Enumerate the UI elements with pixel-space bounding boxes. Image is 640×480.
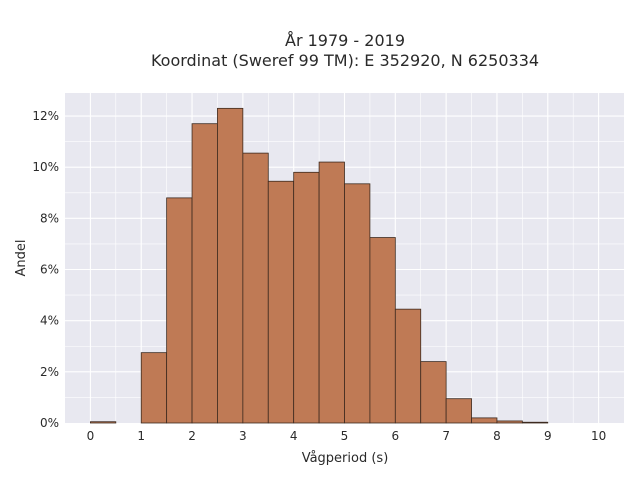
chart-title-line1: År 1979 - 2019 [285, 31, 405, 50]
histogram-bar [140, 352, 168, 424]
histogram-bar [521, 421, 549, 424]
y-tick-label: 6% [40, 263, 59, 277]
histogram-bar [344, 183, 371, 424]
x-tick-label: 4 [290, 429, 298, 443]
x-tick-label: 5 [341, 429, 349, 443]
x-tick-label: 1 [137, 429, 145, 443]
y-axis-ticks: 0% 2% 4% 6% 8% 10% 12% [32, 109, 59, 430]
x-tick-label: 2 [188, 429, 196, 443]
histogram-bar [242, 152, 269, 424]
y-tick-label: 2% [40, 365, 59, 379]
histogram-bar [267, 180, 295, 424]
x-tick-label: 8 [493, 429, 501, 443]
histogram-bar [471, 417, 498, 424]
y-tick-label: 10% [32, 160, 59, 174]
chart-title-line2: Koordinat (Sweref 99 TM): E 352920, N 62… [151, 51, 539, 70]
histogram-bar [496, 420, 523, 424]
y-axis-title: Andel [14, 240, 29, 277]
x-axis-ticks: 0 1 2 3 4 5 6 7 8 9 10 [87, 429, 607, 443]
x-tick-label: 9 [544, 429, 552, 443]
histogram-bar [369, 237, 396, 424]
x-tick-label: 3 [239, 429, 247, 443]
histogram-bar [217, 107, 244, 424]
x-tick-label: 0 [87, 429, 95, 443]
x-tick-label: 6 [391, 429, 399, 443]
histogram-bar [420, 361, 447, 424]
x-tick-label: 7 [442, 429, 450, 443]
y-tick-label: 12% [32, 109, 59, 123]
histogram-bar [90, 421, 117, 424]
x-tick-label: 10 [591, 429, 606, 443]
y-tick-label: 4% [40, 314, 59, 328]
bars [90, 107, 549, 424]
histogram-bar [293, 171, 320, 424]
histogram-bar [166, 197, 193, 424]
histogram-bar [318, 161, 345, 424]
y-tick-label: 0% [40, 416, 59, 430]
histogram-bar [445, 398, 472, 424]
histogram-bar [394, 308, 422, 424]
y-tick-label: 8% [40, 211, 59, 225]
x-axis-title: Vågperiod (s) [302, 451, 389, 466]
histogram-bar [191, 123, 218, 424]
